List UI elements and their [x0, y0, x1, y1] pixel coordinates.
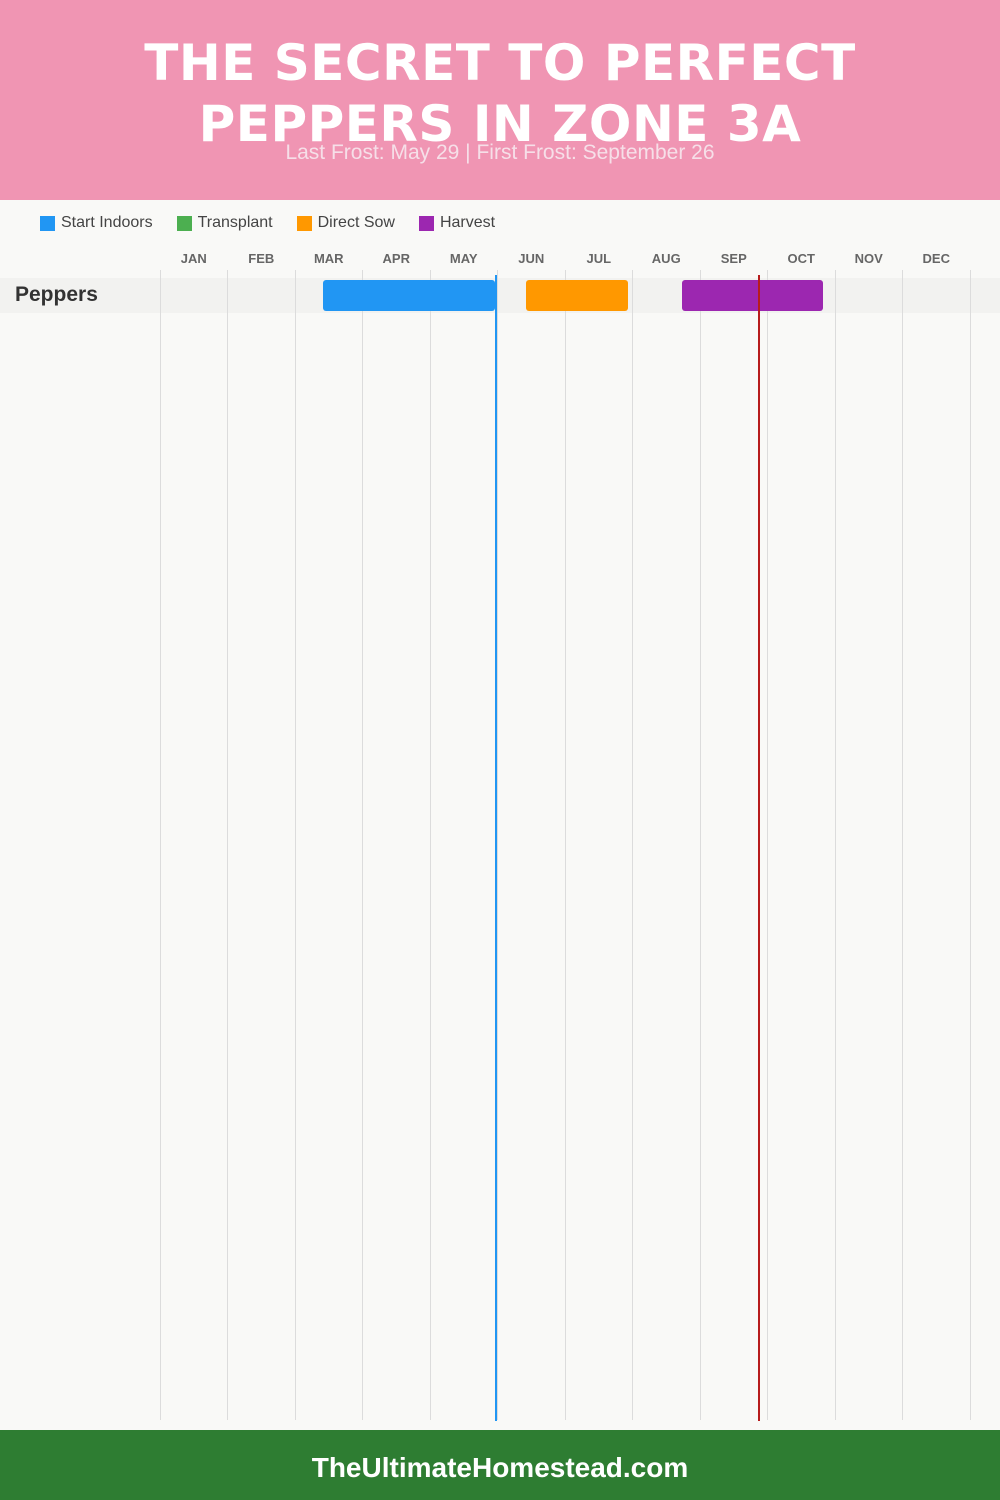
start-indoors-swatch-icon [40, 215, 55, 231]
row-label-peppers: Peppers [15, 283, 98, 306]
last-frost-line [495, 275, 497, 1421]
gridline [970, 270, 971, 1420]
gridline [160, 270, 161, 1420]
title-line-2: PEPPERS IN ZONE 3A [198, 95, 802, 153]
legend-item-direct-sow: Direct Sow [296, 214, 395, 232]
month-label-oct: OCT [787, 251, 815, 266]
gridline [700, 270, 701, 1420]
transplant-swatch-icon [176, 215, 192, 231]
month-label-may: MAY [449, 251, 478, 266]
footer-banner [0, 1430, 1000, 1500]
footer-site-link[interactable]: TheUltimateHomestead.com [311, 1452, 689, 1483]
page-title: THE SECRET TO PERFECT PEPPERS IN ZONE 3A [0, 33, 1000, 155]
gridline [565, 270, 566, 1420]
gridline [295, 270, 296, 1420]
month-label-feb: FEB [248, 251, 275, 266]
harvest-swatch-icon [418, 215, 434, 231]
bar-start-indoors [323, 280, 495, 311]
gridline [902, 270, 903, 1420]
month-label-jun: JUN [518, 251, 545, 266]
gridline [835, 270, 836, 1420]
gridline [362, 270, 363, 1420]
month-label-dec: DEC [922, 251, 950, 266]
month-label-mar: MAR [313, 251, 344, 266]
gridline [497, 270, 498, 1420]
header-banner: THE SECRET TO PERFECT PEPPERS IN ZONE 3A… [0, 0, 1000, 200]
gridline [632, 270, 633, 1420]
legend-label: Transplant [197, 214, 273, 231]
gridline [767, 270, 768, 1420]
month-label-jul: JUL [586, 251, 612, 266]
frost-dates-subtitle: Last Frost: May 29 | First Frost: Septem… [285, 141, 715, 164]
legend-label: Harvest [439, 214, 496, 231]
month-label-apr: APR [382, 251, 410, 266]
gridline [227, 270, 228, 1420]
bar-harvest [682, 280, 823, 311]
legend-label: Start Indoors [61, 214, 153, 231]
gridline [430, 270, 431, 1420]
month-label-jan: JAN [180, 251, 207, 266]
title-line-1: THE SECRET TO PERFECT [144, 34, 856, 92]
legend-label: Direct Sow [317, 214, 395, 231]
month-label-nov: NOV [854, 251, 883, 266]
legend-item-transplant: Transplant [176, 214, 273, 232]
direct-sow-swatch-icon [296, 215, 312, 231]
bar-direct-sow [526, 280, 628, 311]
month-label-aug: AUG [651, 251, 681, 266]
month-label-sep: SEP [720, 251, 747, 266]
first-frost-line [758, 275, 760, 1421]
chart-row-peppers [0, 278, 1000, 313]
chart-legend: Start Indoors Transplant Direct Sow Harv… [40, 214, 495, 232]
legend-item-start-indoors: Start Indoors [40, 214, 153, 232]
legend-item-harvest: Harvest [418, 214, 496, 232]
